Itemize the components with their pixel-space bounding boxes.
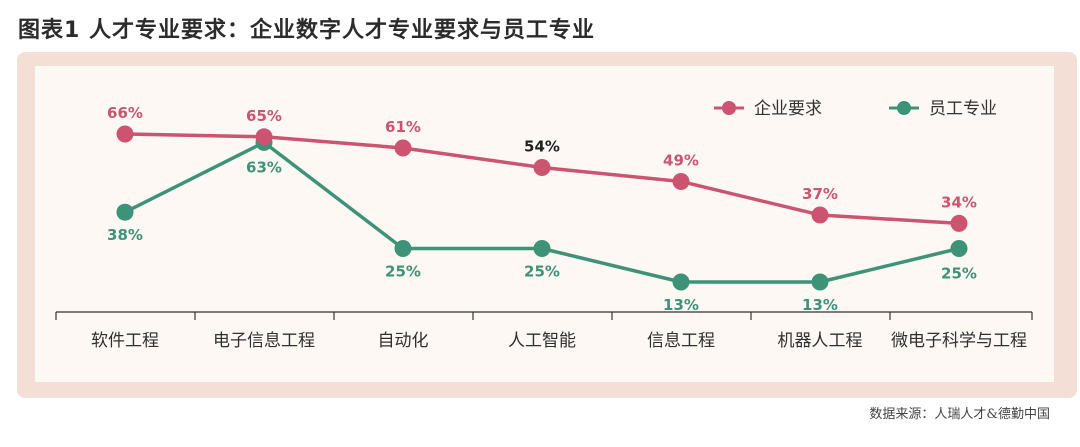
data-label-enterprise: 66% [107,104,143,122]
category-label: 信息工程 [647,331,715,351]
figure-title: 图表1 人才专业要求：企业数字人才专业要求与员工专业 [18,18,595,43]
point-enterprise [811,206,829,224]
data-label-employee: 13% [663,296,699,314]
point-employee [672,273,690,291]
point-employee [116,203,134,221]
category-label: 人工智能 [508,331,576,351]
plot-area [35,66,1054,382]
category-label: 电子信息工程 [213,331,315,351]
data-label-employee: 25% [385,262,421,280]
point-enterprise [255,128,273,146]
data-label-enterprise: 54% [524,138,560,156]
category-label: 软件工程 [91,331,159,351]
legend-label-employee: 员工专业 [929,99,997,119]
category-label: 微电子科学与工程 [891,331,1027,351]
legend-label-enterprise: 企业要求 [754,99,822,119]
legend-marker-employee [897,101,911,115]
data-source-note: 数据来源：人瑞人才&德勤中国 [869,407,1050,422]
point-enterprise [950,214,968,232]
data-label-enterprise: 37% [802,185,838,203]
point-enterprise [533,159,551,177]
category-label: 机器人工程 [778,331,863,351]
point-employee [811,273,829,291]
point-employee [533,239,551,257]
point-enterprise [116,125,134,143]
point-enterprise [672,172,690,190]
data-label-enterprise: 61% [385,118,421,136]
data-label-enterprise: 34% [941,193,977,211]
data-label-employee: 25% [524,262,560,280]
legend-marker-enterprise [722,101,736,115]
data-label-employee: 63% [246,158,282,176]
data-label-enterprise: 49% [663,151,699,169]
data-label-enterprise: 65% [246,107,282,125]
data-label-employee: 13% [802,296,838,314]
legend: 企业要求 员工专业 [714,99,997,119]
point-employee [950,239,968,257]
data-label-employee: 25% [941,264,977,282]
category-label: 自动化 [378,331,429,351]
point-enterprise [394,139,412,157]
point-employee [394,239,412,257]
data-label-employee: 38% [107,226,143,244]
